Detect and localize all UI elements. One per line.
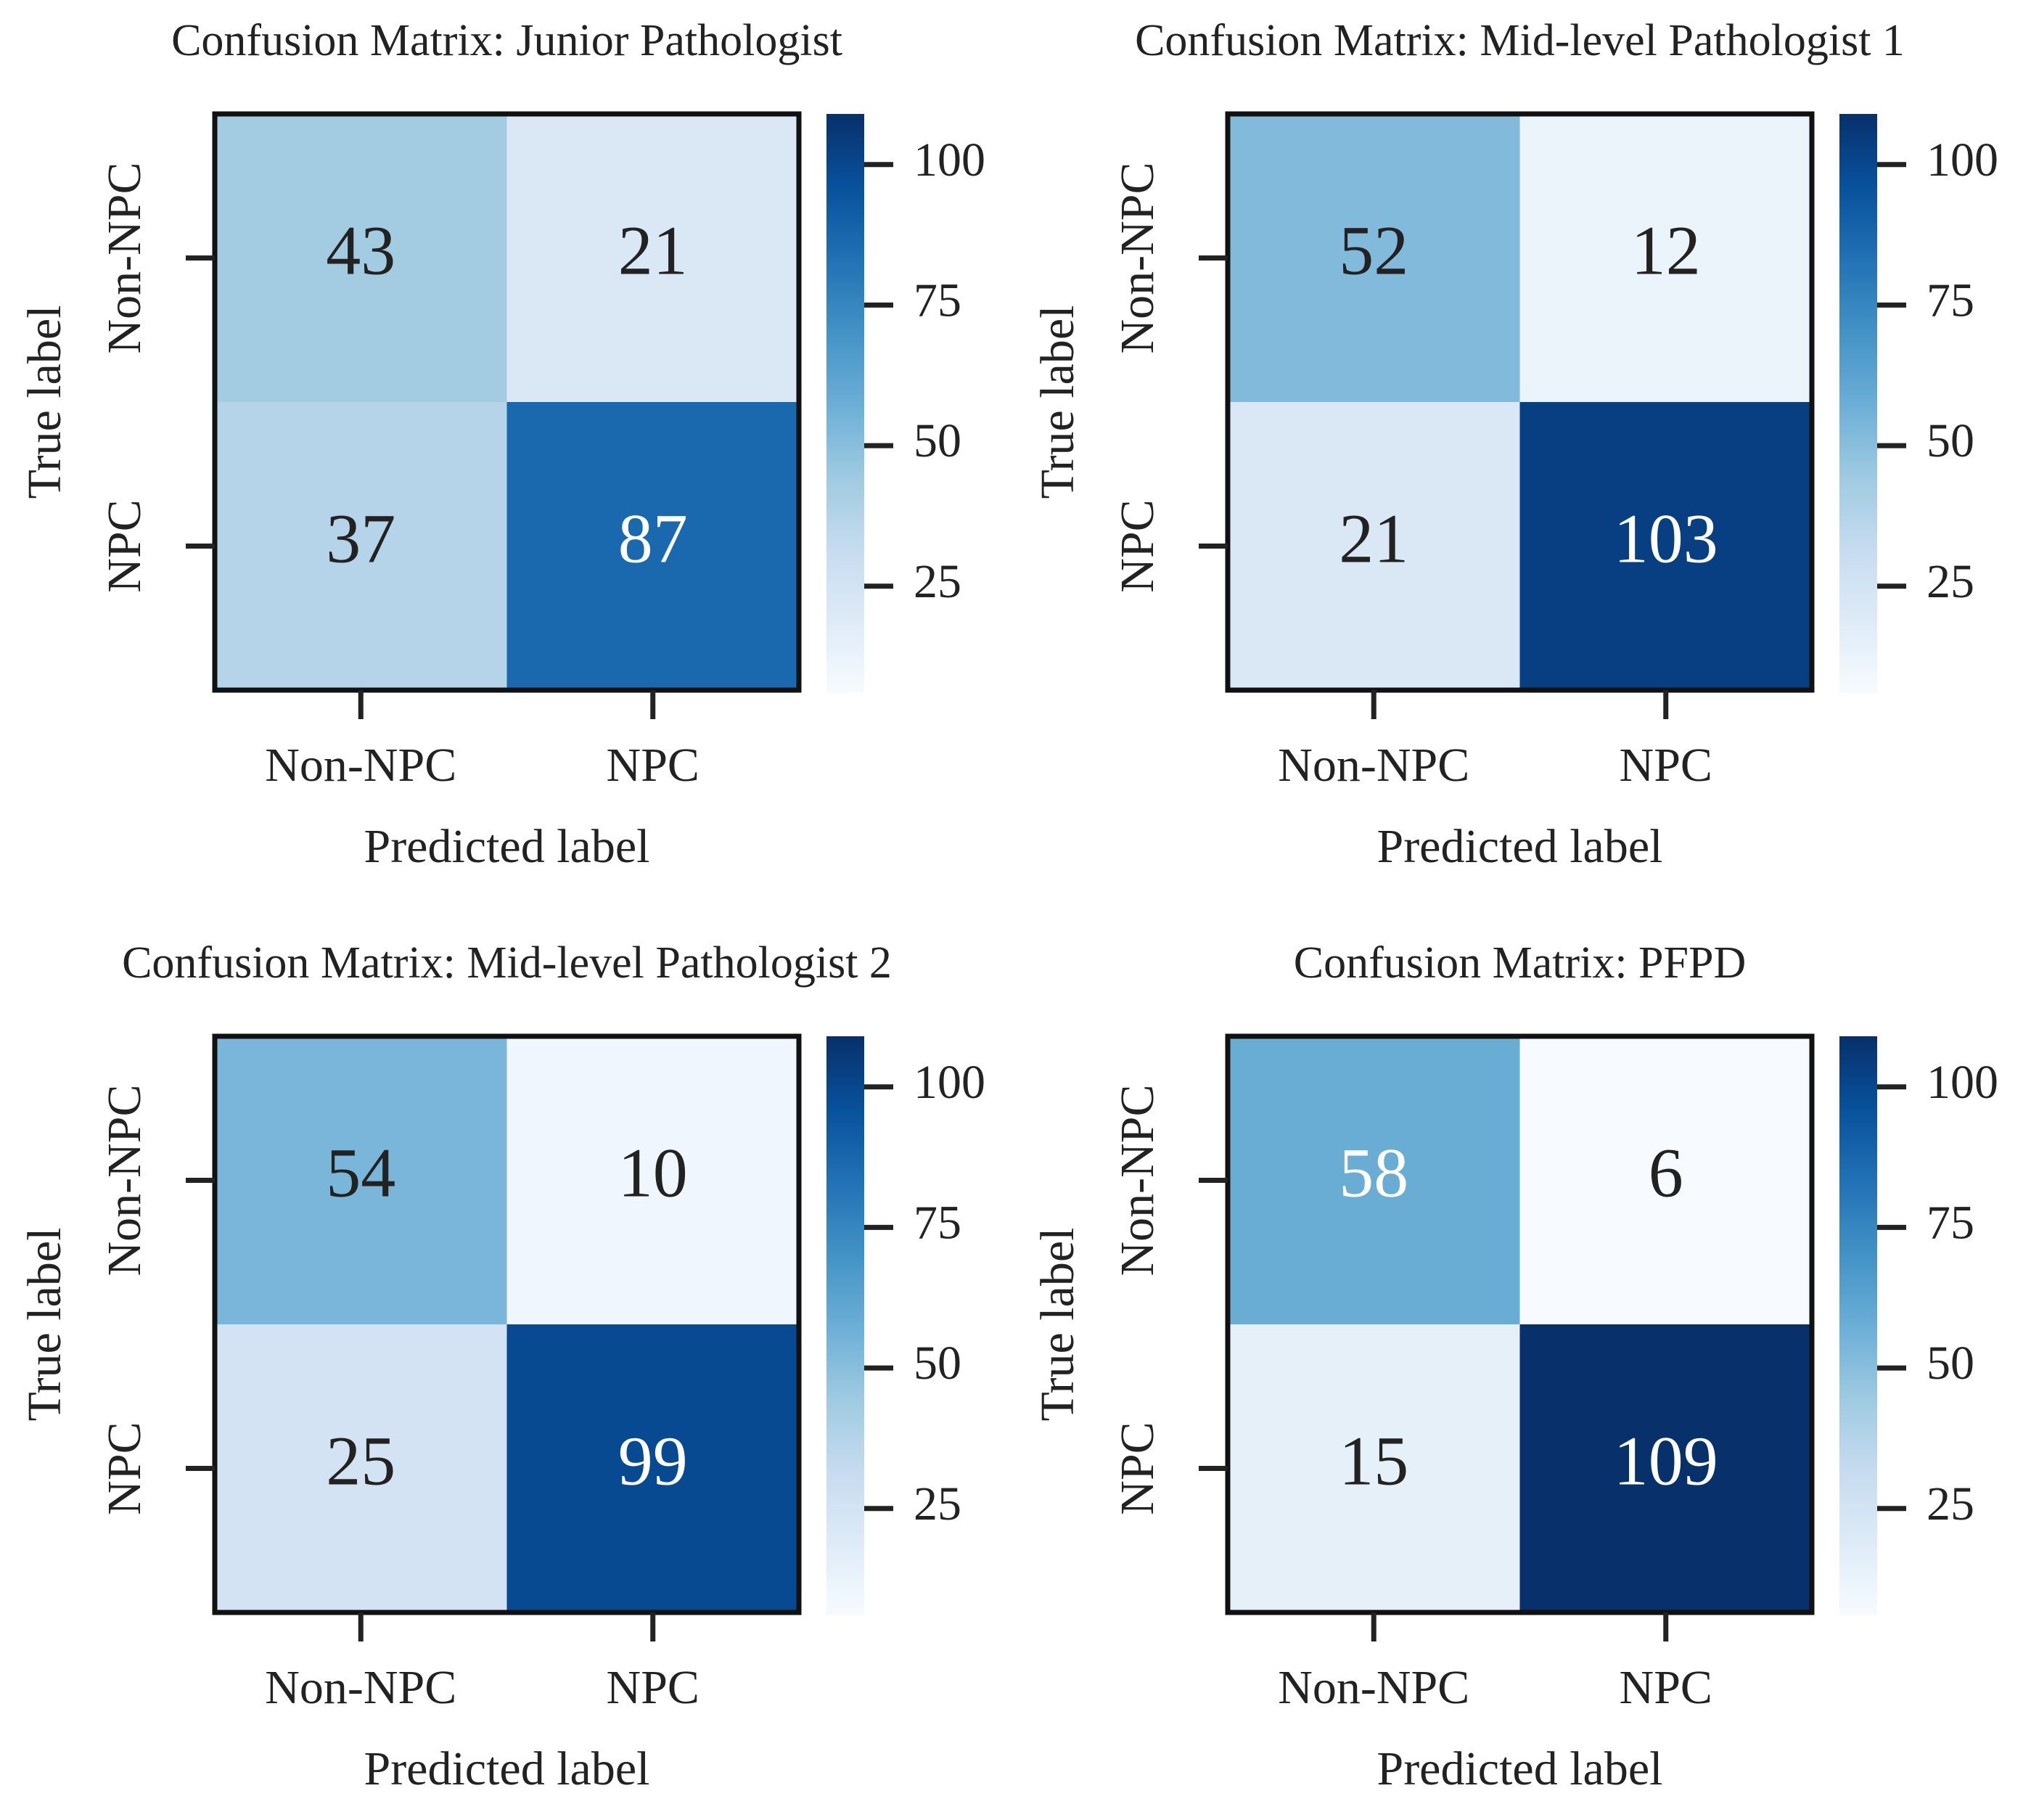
cell bbox=[506, 402, 800, 691]
cell bbox=[1228, 1324, 1520, 1613]
y-tick-label: NPC bbox=[98, 1422, 151, 1514]
cell-label: 87 bbox=[618, 500, 688, 578]
y-tick-label: Non-NPC bbox=[1111, 1084, 1164, 1276]
y-axis-label: True label bbox=[18, 305, 71, 499]
colorbar-tick-label: 50 bbox=[914, 1337, 961, 1390]
colorbar-tick-label: 75 bbox=[914, 1197, 961, 1250]
cell bbox=[1228, 1036, 1520, 1325]
cell-label: 99 bbox=[618, 1422, 688, 1500]
x-tick-label: Non-NPC bbox=[1278, 739, 1469, 792]
subplot: Confusion Matrix: PFPD 58 6 15 109 Non-NPC NPC… bbox=[1031, 938, 1998, 1795]
x-tick-label: Non-NPC bbox=[1278, 1661, 1469, 1714]
x-axis-label: Predicted label bbox=[1376, 1742, 1662, 1795]
cell bbox=[506, 1324, 800, 1613]
x-tick-label: Non-NPC bbox=[265, 1661, 456, 1714]
frame bbox=[212, 1033, 802, 1615]
chart-title: Confusion Matrix: Mid-level Pathologist … bbox=[122, 938, 892, 988]
colorbar bbox=[1839, 1036, 1877, 1615]
cell bbox=[215, 1036, 507, 1325]
frame bbox=[1225, 111, 1815, 693]
x-tick-label: NPC bbox=[1620, 739, 1712, 792]
cell bbox=[1519, 114, 1813, 403]
cell-label: 10 bbox=[618, 1134, 688, 1212]
y-tick-label: NPC bbox=[98, 499, 151, 592]
cell bbox=[1519, 402, 1813, 691]
colorbar-tick-label: 100 bbox=[1927, 134, 1998, 186]
cell-label: 21 bbox=[618, 212, 688, 290]
cell-label: 109 bbox=[1614, 1422, 1718, 1500]
cell-label: 54 bbox=[326, 1134, 395, 1212]
cell bbox=[1228, 402, 1520, 691]
colorbar-tick-label: 25 bbox=[1927, 1477, 1974, 1530]
cell-label: 58 bbox=[1339, 1134, 1408, 1212]
cell bbox=[215, 402, 507, 691]
colorbar-tick-label: 100 bbox=[914, 134, 985, 186]
y-tick-label: Non-NPC bbox=[1111, 162, 1164, 353]
cell bbox=[1519, 1036, 1813, 1325]
y-tick-label: Non-NPC bbox=[98, 162, 151, 353]
x-tick-label: NPC bbox=[607, 739, 699, 792]
cell-label: 6 bbox=[1649, 1134, 1683, 1212]
subplot: Confusion Matrix: Mid-level Pathologist … bbox=[1031, 16, 1998, 873]
colorbar-tick-label: 50 bbox=[1927, 414, 1974, 467]
cell-label: 52 bbox=[1339, 212, 1408, 290]
colorbar-tick-label: 25 bbox=[914, 555, 961, 608]
chart-title: Confusion Matrix: PFPD bbox=[1294, 938, 1747, 988]
colorbar-tick-label: 100 bbox=[1927, 1056, 1998, 1109]
x-axis-label: Predicted label bbox=[364, 820, 649, 873]
cell bbox=[1228, 114, 1520, 403]
cell bbox=[506, 114, 800, 403]
colorbar-tick-label: 75 bbox=[1927, 274, 1974, 327]
colorbar-tick-label: 50 bbox=[1927, 1337, 1974, 1390]
chart-title: Confusion Matrix: Mid-level Pathologist … bbox=[1135, 16, 1905, 65]
cell bbox=[1519, 1324, 1813, 1613]
y-tick-label: Non-NPC bbox=[98, 1084, 151, 1276]
cell-label: 12 bbox=[1631, 212, 1701, 290]
cell-label: 43 bbox=[326, 212, 395, 290]
subplot: Confusion Matrix: Junior Pathologist 43 21… bbox=[18, 16, 985, 873]
cell-label: 21 bbox=[1339, 500, 1408, 578]
y-axis-label: True label bbox=[1031, 305, 1084, 499]
cell-label: 103 bbox=[1614, 500, 1718, 578]
y-axis-label: True label bbox=[18, 1227, 71, 1421]
y-axis-label: True label bbox=[1031, 1227, 1084, 1421]
colorbar bbox=[826, 1036, 864, 1615]
cell-label: 37 bbox=[326, 500, 395, 578]
subplot: Confusion Matrix: Mid-level Pathologist … bbox=[18, 938, 985, 1795]
cell-label: 25 bbox=[326, 1422, 395, 1500]
x-tick-label: Non-NPC bbox=[265, 739, 456, 792]
colorbar-tick-label: 75 bbox=[914, 274, 961, 327]
cell bbox=[215, 114, 507, 403]
colorbar bbox=[826, 114, 864, 693]
y-tick-label: NPC bbox=[1111, 499, 1164, 592]
colorbar bbox=[1839, 114, 1877, 693]
cell-label: 15 bbox=[1339, 1422, 1408, 1500]
x-tick-label: NPC bbox=[607, 1661, 699, 1714]
x-tick-label: NPC bbox=[1620, 1661, 1712, 1714]
cell bbox=[215, 1324, 507, 1613]
frame bbox=[212, 111, 802, 693]
colorbar-tick-label: 100 bbox=[914, 1056, 985, 1109]
colorbar-tick-label: 25 bbox=[914, 1477, 961, 1530]
x-axis-label: Predicted label bbox=[364, 1742, 649, 1795]
y-tick-label: NPC bbox=[1111, 1422, 1164, 1514]
colorbar-tick-label: 25 bbox=[1927, 555, 1974, 608]
colorbar-tick-label: 75 bbox=[1927, 1197, 1974, 1250]
chart-title: Confusion Matrix: Junior Pathologist bbox=[171, 16, 842, 65]
frame bbox=[1225, 1033, 1815, 1615]
cell bbox=[506, 1036, 800, 1325]
x-axis-label: Predicted label bbox=[1376, 820, 1662, 873]
colorbar-tick-label: 50 bbox=[914, 414, 961, 467]
